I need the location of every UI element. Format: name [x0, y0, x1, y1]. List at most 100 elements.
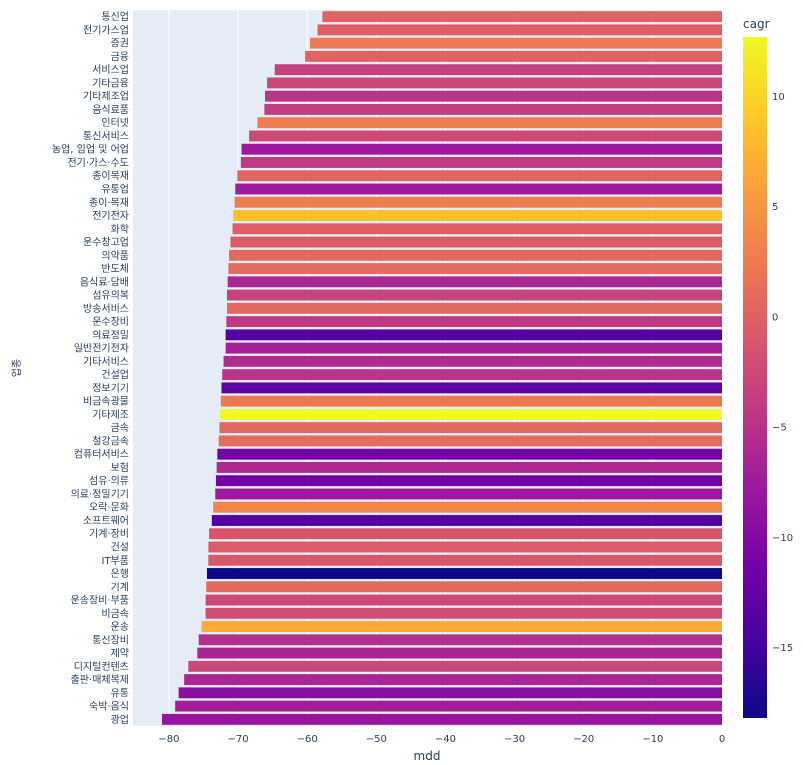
bar[interactable]: [178, 687, 722, 699]
y-tick-label: 기타서비스: [83, 356, 129, 368]
y-tick-label: 출판·매체복제: [71, 674, 129, 686]
y-tick-label: 비금속광물: [83, 396, 129, 408]
y-tick-label: 운수장비: [92, 316, 129, 328]
bar[interactable]: [232, 223, 722, 235]
bar[interactable]: [222, 369, 723, 381]
colorbar-tick-label: −15: [772, 643, 793, 654]
colorbar-tick-label: 5: [772, 202, 778, 213]
bar[interactable]: [309, 37, 722, 49]
y-tick-label: 농업, 임업 및 어업: [52, 143, 129, 156]
bar[interactable]: [175, 700, 723, 712]
bar[interactable]: [227, 302, 722, 314]
x-axis-title: mdd: [414, 749, 441, 763]
bar[interactable]: [209, 528, 722, 540]
y-tick-labels: 통신업전기가스업증권금융서비스업기타금융기타제조업음식료품인터넷통신서비스농업,…: [52, 10, 129, 726]
y-tick-label: 화학: [111, 223, 129, 235]
y-tick-label: 정보기기: [92, 382, 129, 394]
bar[interactable]: [234, 196, 723, 208]
bar[interactable]: [223, 355, 723, 367]
bar[interactable]: [235, 183, 722, 195]
y-tick-label: 운송: [111, 621, 129, 633]
y-tick-label: 종이목재: [92, 170, 129, 182]
bar[interactable]: [265, 90, 722, 102]
y-tick-label: 의약품: [101, 250, 129, 262]
y-tick-label: 소프트웨어: [83, 515, 129, 527]
bar[interactable]: [274, 64, 722, 76]
bar[interactable]: [206, 568, 723, 579]
colorbar-tick-label: −5: [772, 423, 787, 434]
y-tick-label: 섬유의복: [92, 290, 129, 302]
bar[interactable]: [229, 249, 723, 261]
y-tick-label: 종이·목재: [89, 197, 129, 209]
bar[interactable]: [240, 157, 722, 168]
y-tick-label: IT부품: [102, 555, 129, 567]
bar[interactable]: [230, 236, 723, 248]
bar[interactable]: [208, 554, 723, 566]
bar[interactable]: [206, 581, 722, 593]
plot-background: [133, 10, 722, 726]
bar[interactable]: [226, 316, 723, 328]
bar[interactable]: [213, 501, 722, 513]
y-tick-label: 기타금융: [92, 77, 129, 89]
bar[interactable]: [322, 11, 722, 23]
x-tick-label: −50: [366, 734, 387, 745]
y-tick-label: 서비스업: [92, 63, 129, 76]
bar[interactable]: [205, 607, 723, 619]
x-tick-label: −30: [504, 734, 525, 745]
y-tick-label: 제약: [111, 648, 129, 660]
y-tick-label: 통신장비: [92, 634, 129, 646]
y-tick-label: 건설: [111, 542, 129, 554]
bar[interactable]: [220, 408, 722, 420]
bar[interactable]: [201, 621, 723, 632]
y-tick-label: 컴퓨터서비스: [74, 449, 129, 461]
bar[interactable]: [217, 448, 722, 460]
y-tick-label: 유통업: [101, 183, 129, 196]
bar[interactable]: [264, 104, 722, 115]
bar[interactable]: [219, 422, 723, 434]
bar[interactable]: [228, 263, 722, 274]
colorbar-tick-label: 0: [772, 312, 778, 323]
bar[interactable]: [237, 170, 723, 182]
bar[interactable]: [197, 647, 723, 659]
bar[interactable]: [198, 634, 723, 646]
bar[interactable]: [208, 541, 723, 553]
x-tick-label: −20: [573, 734, 594, 745]
bar[interactable]: [188, 660, 722, 672]
bar[interactable]: [225, 329, 722, 341]
bar[interactable]: [241, 143, 723, 155]
bar[interactable]: [233, 210, 723, 221]
y-tick-label: 음식료품: [92, 104, 129, 116]
bar[interactable]: [227, 289, 722, 301]
bar[interactable]: [249, 130, 722, 142]
bar[interactable]: [267, 77, 722, 89]
bar[interactable]: [215, 488, 723, 500]
colorbar: [743, 37, 767, 718]
y-tick-label: 기타제조: [92, 409, 129, 421]
bar[interactable]: [220, 395, 723, 407]
y-tick-label: 철강금속: [92, 435, 129, 447]
bar[interactable]: [221, 382, 722, 394]
bar[interactable]: [184, 674, 722, 686]
bar[interactable]: [218, 435, 722, 447]
y-tick-label: 기타제조업: [83, 90, 129, 103]
y-tick-label: 통신업: [101, 10, 129, 23]
y-tick-label: 인터넷: [101, 117, 129, 129]
bar[interactable]: [216, 462, 723, 473]
bar[interactable]: [225, 342, 722, 354]
bar[interactable]: [215, 475, 722, 487]
y-tick-label: 금속: [111, 422, 129, 434]
y-axis-title: 업종: [10, 359, 23, 377]
bar[interactable]: [305, 50, 722, 62]
y-tick-label: 섬유·의류: [89, 475, 129, 487]
bar[interactable]: [205, 594, 723, 606]
gridlines: [168, 10, 723, 726]
bar[interactable]: [317, 24, 722, 36]
bar[interactable]: [227, 276, 723, 288]
bar[interactable]: [257, 117, 722, 129]
y-tick-label: 의료정밀: [92, 329, 129, 341]
bar[interactable]: [211, 515, 722, 526]
y-tick-label: 오락·문화: [89, 502, 129, 514]
bar[interactable]: [162, 713, 722, 725]
x-tick-label: −70: [228, 734, 249, 745]
